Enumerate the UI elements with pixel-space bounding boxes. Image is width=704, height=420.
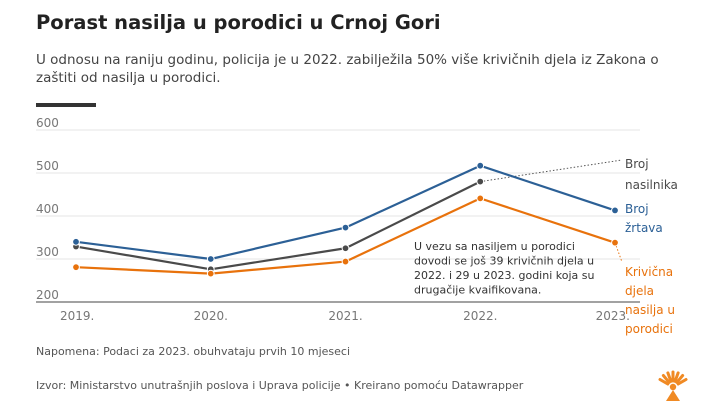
y-tick-label: 200 — [36, 288, 59, 302]
annotation-line: drugačije kvaifikovana. — [414, 284, 541, 297]
rferl-logo-icon — [658, 370, 688, 401]
series-label: Broj nasilnika — [625, 157, 678, 192]
y-tick-label: 600 — [36, 116, 59, 130]
series-label-line: Krivična — [625, 265, 673, 279]
series-label-line: nasilnika — [625, 178, 678, 192]
series-label-line: porodici — [625, 322, 673, 336]
y-tick-label: 300 — [36, 245, 59, 259]
y-tick-label: 400 — [36, 202, 59, 216]
data-point — [476, 194, 485, 203]
data-point — [476, 177, 485, 186]
series-line — [75, 180, 481, 271]
data-point — [206, 269, 215, 278]
series-label: Broj žrtava — [625, 202, 663, 235]
data-point — [476, 161, 485, 170]
x-tick-label: 2019. — [60, 309, 94, 323]
x-tick-label: 2022. — [463, 309, 497, 323]
x-tick-label: 2021. — [328, 309, 362, 323]
data-point — [341, 223, 350, 232]
annotation-line: 2022. i 29 u 2023. godini koja su — [414, 269, 594, 282]
annotation-line: U vezu sa nasiljem u porodici — [414, 240, 575, 253]
source-credit: Izvor: Ministarstvo unutrašnjih poslova … — [36, 379, 524, 392]
series-label-line: nasilja u — [625, 303, 675, 317]
annotation-line: dovodi se još 39 krivičnih djela u — [414, 255, 594, 268]
footnote: Napomena: Podaci za 2023. obuhvataju prv… — [36, 345, 351, 358]
title-divider — [36, 103, 96, 107]
series-label-line: Broj — [625, 157, 649, 171]
x-tick-label: 2020. — [194, 309, 228, 323]
data-point — [206, 255, 215, 263]
series-label-line: žrtava — [625, 221, 663, 235]
data-point — [611, 238, 619, 247]
data-point — [341, 257, 350, 266]
chart-title: Porast nasilja u porodici u Crnoj Gori — [36, 11, 441, 34]
data-point — [72, 263, 80, 272]
chart-subtitle: U odnosu na raniju godinu, policija je u… — [36, 52, 659, 86]
x-tick-label: 2023. — [596, 309, 630, 323]
y-tick-label: 500 — [36, 159, 59, 173]
data-point — [72, 237, 80, 246]
data-point — [341, 244, 350, 253]
data-point — [611, 206, 619, 215]
series-label: Krivična djela nasilja u porodici — [625, 265, 675, 336]
annotation-connector — [480, 159, 623, 183]
series-label-line: djela — [625, 284, 654, 298]
chart-annotation: U vezu sa nasiljem u porodici dovodi se j… — [414, 240, 594, 297]
series-label-line: Broj — [625, 202, 649, 216]
